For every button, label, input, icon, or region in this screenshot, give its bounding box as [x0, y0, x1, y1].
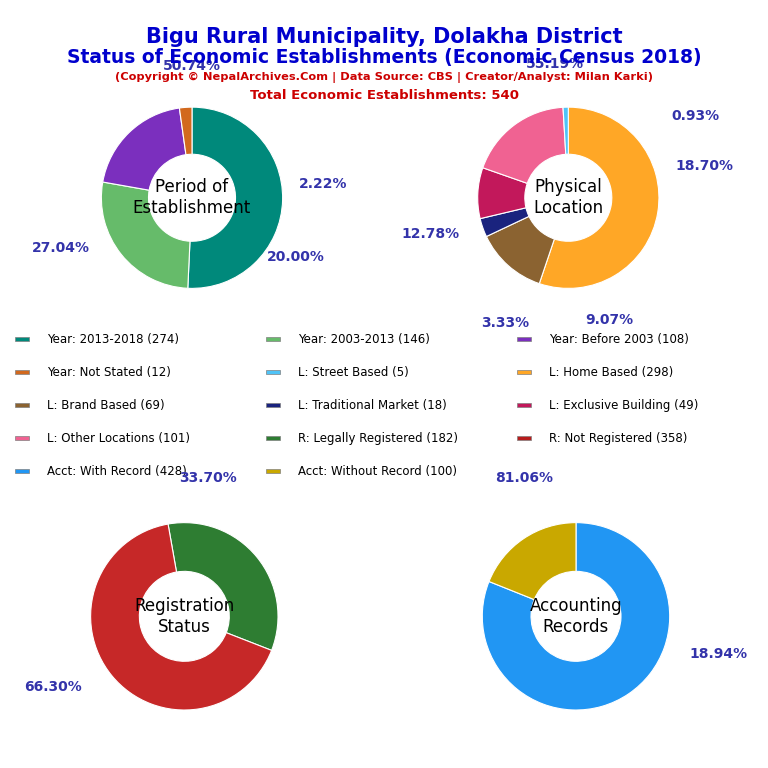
Bar	[517, 436, 531, 440]
Bar	[15, 337, 29, 341]
Text: Registration
Status: Registration Status	[134, 597, 234, 636]
Text: 9.07%: 9.07%	[585, 313, 633, 327]
Text: L: Street Based (5): L: Street Based (5)	[298, 366, 409, 379]
Text: 12.78%: 12.78%	[402, 227, 459, 241]
Wedge shape	[180, 107, 192, 154]
Bar	[266, 403, 280, 407]
Bar	[15, 403, 29, 407]
Text: 66.30%: 66.30%	[25, 680, 82, 694]
Bar	[517, 403, 531, 407]
Text: 81.06%: 81.06%	[495, 471, 554, 485]
Text: Year: Not Stated (12): Year: Not Stated (12)	[47, 366, 170, 379]
Text: Physical
Location: Physical Location	[533, 178, 604, 217]
Bar	[266, 370, 280, 374]
Text: L: Other Locations (101): L: Other Locations (101)	[47, 432, 190, 445]
Bar	[266, 469, 280, 473]
Wedge shape	[480, 208, 529, 237]
Text: (Copyright © NepalArchives.Com | Data Source: CBS | Creator/Analyst: Milan Karki: (Copyright © NepalArchives.Com | Data So…	[115, 72, 653, 83]
Text: 27.04%: 27.04%	[31, 240, 90, 255]
Text: Year: 2013-2018 (274): Year: 2013-2018 (274)	[47, 333, 179, 346]
Text: Status of Economic Establishments (Economic Census 2018): Status of Economic Establishments (Econo…	[67, 48, 701, 67]
Wedge shape	[489, 523, 576, 600]
Wedge shape	[101, 182, 190, 288]
Wedge shape	[188, 107, 283, 288]
Text: Year: Before 2003 (108): Year: Before 2003 (108)	[548, 333, 688, 346]
Bar	[266, 436, 280, 440]
Text: L: Brand Based (69): L: Brand Based (69)	[47, 399, 164, 412]
Text: Acct: With Record (428): Acct: With Record (428)	[47, 465, 187, 478]
Wedge shape	[563, 107, 568, 154]
Text: L: Exclusive Building (49): L: Exclusive Building (49)	[548, 399, 698, 412]
Wedge shape	[483, 108, 566, 184]
Wedge shape	[103, 108, 186, 190]
Text: Bigu Rural Municipality, Dolakha District: Bigu Rural Municipality, Dolakha Distric…	[146, 27, 622, 47]
Bar	[517, 370, 531, 374]
Wedge shape	[478, 167, 528, 219]
Text: 3.33%: 3.33%	[481, 316, 529, 329]
Text: R: Not Registered (358): R: Not Registered (358)	[548, 432, 687, 445]
Text: Total Economic Establishments: 540: Total Economic Establishments: 540	[250, 89, 518, 102]
Bar	[15, 469, 29, 473]
Text: 18.94%: 18.94%	[690, 647, 747, 660]
Wedge shape	[482, 523, 670, 710]
Text: 0.93%: 0.93%	[671, 109, 720, 123]
Text: 50.74%: 50.74%	[163, 59, 221, 74]
Wedge shape	[168, 523, 278, 650]
Bar	[517, 337, 531, 341]
Bar	[15, 370, 29, 374]
Wedge shape	[539, 107, 659, 288]
Text: Period of
Establishment: Period of Establishment	[133, 178, 251, 217]
Text: 20.00%: 20.00%	[267, 250, 325, 263]
Wedge shape	[91, 524, 272, 710]
Text: 2.22%: 2.22%	[300, 177, 348, 191]
Text: L: Traditional Market (18): L: Traditional Market (18)	[298, 399, 446, 412]
Text: Year: 2003-2013 (146): Year: 2003-2013 (146)	[298, 333, 429, 346]
Text: R: Legally Registered (182): R: Legally Registered (182)	[298, 432, 458, 445]
Text: 55.19%: 55.19%	[525, 57, 584, 71]
Text: 18.70%: 18.70%	[675, 159, 733, 173]
Text: Acct: Without Record (100): Acct: Without Record (100)	[298, 465, 457, 478]
Bar	[266, 337, 280, 341]
Text: Accounting
Records: Accounting Records	[530, 597, 622, 636]
Bar	[15, 436, 29, 440]
Text: L: Home Based (298): L: Home Based (298)	[548, 366, 673, 379]
Text: 33.70%: 33.70%	[179, 471, 237, 485]
Wedge shape	[486, 217, 554, 283]
